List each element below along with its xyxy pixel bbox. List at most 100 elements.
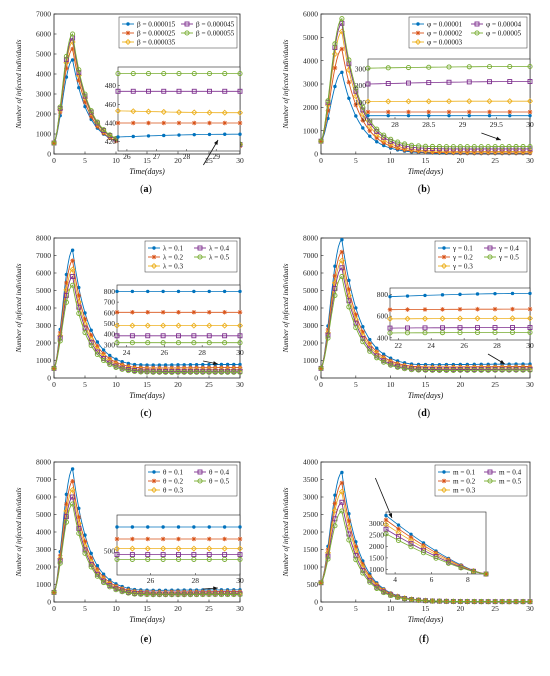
data-point [107,132,113,138]
data-point [388,592,394,599]
panel-label: (c) [140,408,151,419]
inset-data-point [423,293,427,298]
arrow-icon [203,139,219,166]
legend-label: β = 0.000045 [196,21,235,29]
data-point [347,278,351,283]
legend-label: θ = 0.4 [209,469,229,477]
data-point [472,362,476,367]
inset-data-point [440,293,445,297]
x-tick-label: 15 [143,380,151,389]
y-tick-label: 2000 [36,563,51,572]
data-point [340,238,344,242]
data-point [506,150,512,156]
legend: γ = 0.1γ = 0.2γ = 0.3 γ = 0.4γ = 0.5 [434,240,528,273]
inset-data-point [405,98,412,105]
inset-data-point [491,315,499,322]
data-point [82,316,88,322]
x-tick-label: 15 [143,156,151,165]
legend: λ = 0.1λ = 0.2λ = 0.3 λ = 0.4λ = 0.5 [144,240,238,273]
data-point [339,499,345,505]
y-tick-label: 500 [307,580,319,589]
y-tick-label: 2000 [36,110,51,119]
data-point [69,266,76,273]
series-line [320,275,530,371]
inset-data-point [222,556,228,562]
data-point [409,597,415,603]
inset-data-point [115,525,119,529]
x-axis-label: Time(days) [129,167,165,176]
inset-data-point [114,107,122,114]
inset-data-point [527,79,533,84]
data-point [101,357,107,364]
data-point [163,592,169,598]
legend-box [434,464,528,497]
data-point [145,363,149,367]
inset-data-point [176,536,181,542]
data-point [402,596,408,602]
inset-data-point [508,113,512,118]
data-point [218,369,224,375]
inset-data-point [236,545,244,552]
inset-y-tick-label: 100 [355,98,367,107]
inset-data-point [207,120,212,126]
data-point [207,362,211,367]
arrow-head-icon [213,586,218,591]
inset-data-point [486,64,493,70]
inset-area [117,66,241,152]
y-tick-label: 4000 [303,56,318,65]
legend-label: φ = 0.00001 [427,21,463,29]
inset-data-point [486,98,493,105]
inset-data-point [426,109,432,115]
data-point [88,555,94,561]
y-tick-label: 0 [314,150,318,159]
data-point [150,369,156,375]
data-point [150,592,156,598]
y-tick-label: 3000 [303,80,318,89]
inset-data-point [237,552,243,558]
data-point [156,592,162,598]
data-point [325,556,331,562]
data-point [76,78,82,83]
data-point [83,533,87,537]
inset-data-point [145,340,151,346]
x-tick-label: 30 [236,604,244,613]
x-tick-label: 25 [491,380,499,389]
data-point [318,365,324,371]
data-point [493,362,497,366]
legend-label: β = 0.000055 [196,30,235,38]
x-tick-label: 30 [236,380,244,389]
inset-data-point [456,315,464,322]
inset-data-point [160,536,166,542]
data-point [346,79,352,85]
data-point [382,143,386,148]
data-point [506,367,512,373]
inset-data-point [445,98,453,105]
data-point [353,312,359,317]
arrow-head-icon [214,140,219,145]
data-point [187,592,193,598]
data-point [119,586,125,591]
data-point [169,592,175,598]
data-point [187,369,193,375]
x-tick-label: 5 [83,156,87,165]
data-point [70,258,75,264]
inset-data-point [114,309,120,315]
data-point [423,149,428,155]
data-point [471,367,477,373]
inset-y-tick-label: 400 [377,333,389,342]
inset-data-point [144,322,151,329]
data-point [182,363,186,367]
legend-marker [150,486,158,494]
data-point [521,362,525,366]
data-point [528,362,532,366]
data-point [238,362,242,367]
legend-marker [441,254,447,260]
data-point [101,348,106,352]
inset-y-tick-label: 200 [355,81,367,90]
inset-y-tick-label: 400 [104,330,116,339]
inset-data-point [422,307,428,312]
data-point [51,365,57,371]
data-point [63,519,69,525]
inset-data-point [383,517,389,523]
